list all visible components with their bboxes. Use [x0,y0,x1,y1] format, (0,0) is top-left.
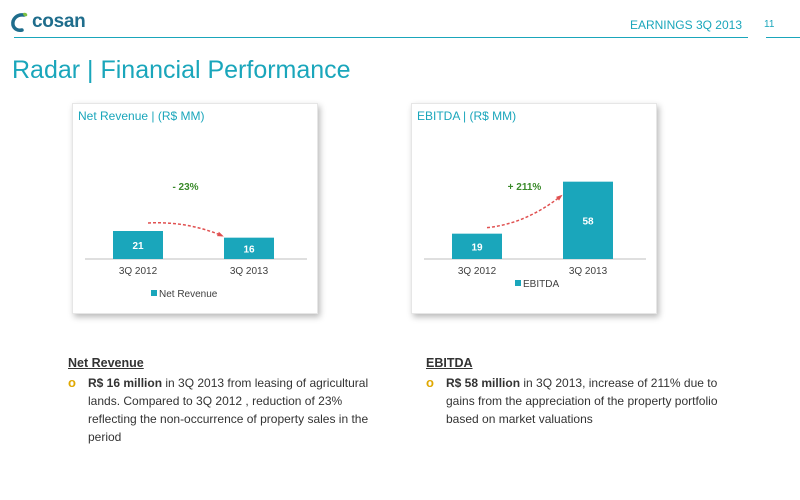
ebitda-chart: EBITDA | (R$ MM) 19 3Q 2012 58 3Q 2013 + 211… [411,103,657,314]
circle-bullet-icon: o [426,375,434,390]
net-revenue-chart-title: Net Revenue | (R$ MM) [78,109,205,123]
page-number: 11 [764,19,775,30]
logo-text: cosan [32,11,86,32]
ebitda-legend-label: EBITDA [523,279,559,290]
net-revenue-bullet-bold: R$ 16 million [88,376,163,390]
net-revenue-trend-arrowhead [217,231,224,237]
ebitda-bullet-text: R$ 58 million in 3Q 2013, increase of 21… [446,374,736,428]
ebitda-chart-title: EBITDA | (R$ MM) [417,109,517,123]
net-revenue-data-label: 16 [243,244,255,255]
ebitda-chart-svg: 19 3Q 2012 58 3Q 2013 + 211% EBITDA [424,181,646,290]
ebitda-tick-label: 3Q 2012 [458,266,497,277]
ebitda-trend-arrow [486,195,562,229]
circle-bullet-icon: o [68,375,76,390]
net-revenue-tick-label: 3Q 2012 [119,266,158,277]
ebitda-trend-arrowhead [556,194,563,201]
page-title: Radar | Financial Performance [12,56,351,84]
ebitda-data-label: 58 [582,216,594,227]
net-revenue-heading: Net Revenue [68,356,144,370]
ebitda-tick-label: 3Q 2013 [569,266,608,277]
ebitda-bullet-body: in 3Q 2013, increase of 211% due to gain… [446,376,718,426]
net-revenue-chart: Net Revenue | (R$ MM) 21 3Q 2012 16 3Q 2013… [72,103,318,314]
ebitda-bullet: o R$ 58 million in 3Q 2013, increase of … [426,374,736,428]
ebitda-bar-3q-2013 [563,181,613,259]
net-revenue-bullet-body: in 3Q 2013 from leasing of agricultural … [88,376,369,444]
ebitda-section: EBITDA o R$ 58 million in 3Q 2013, incre… [426,354,736,428]
ebitda-data-label: 19 [471,242,483,253]
net-revenue-trend-arrow [147,222,223,237]
net-revenue-data-label: 21 [132,241,144,252]
ebitda-heading: EBITDA [426,356,473,370]
net-revenue-tick-label: 3Q 2013 [230,266,269,277]
ebitda-bullet-bold: R$ 58 million [446,376,521,390]
header-divider [14,37,748,38]
net-revenue-change-annotation: - 23% [172,182,198,193]
net-revenue-chart-svg: 21 3Q 2012 16 3Q 2013 - 23% Net Revenue [85,182,307,300]
header-divider-right [766,37,800,38]
net-revenue-legend-swatch [151,290,157,296]
cosan-logo: cosan [8,10,86,34]
net-revenue-bar-3q-2012 [113,231,163,259]
net-revenue-bullet: o R$ 16 million in 3Q 2013 from leasing … [68,374,378,446]
net-revenue-section: Net Revenue o R$ 16 million in 3Q 2013 f… [68,354,378,446]
cosan-logo-icon [11,12,28,32]
ebitda-bar-3q-2012 [452,233,502,259]
net-revenue-bullet-text: R$ 16 million in 3Q 2013 from leasing of… [88,374,378,446]
header-title: EARNINGS 3Q 2013 [629,18,742,32]
ebitda-legend-swatch [515,280,521,286]
net-revenue-legend-label: Net Revenue [159,289,218,300]
net-revenue-bar-3q-2013 [224,237,274,259]
ebitda-change-annotation: + 211% [508,182,542,193]
